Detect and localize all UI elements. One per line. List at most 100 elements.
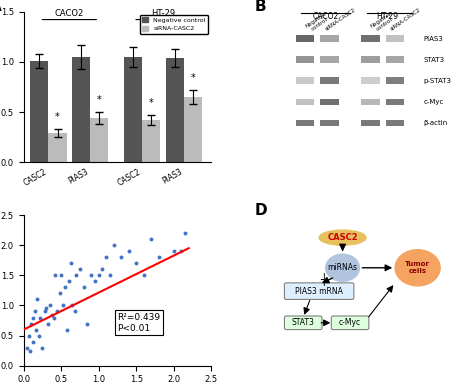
Point [25,333,33,339]
Point [67,260,75,266]
Point [65,278,73,285]
Text: B: B [255,0,266,15]
Bar [386,35,404,42]
Bar [296,99,314,105]
Point [76,266,84,272]
Point [140,272,147,278]
Point [177,248,185,254]
Text: *: * [55,112,60,122]
Text: PIAS3: PIAS3 [423,36,443,42]
Point [39,345,46,351]
Text: c-Myc: c-Myc [423,99,444,105]
Bar [48,133,67,162]
Text: *: * [97,95,101,105]
Bar [320,77,339,84]
Legend: Negative control, siRNA-CASC2: Negative control, siRNA-CASC2 [139,15,208,34]
Text: HT-29: HT-29 [151,8,175,18]
Point [48,311,56,318]
Bar [386,120,404,127]
Point [24,345,31,351]
Text: siRNA-CASC2: siRNA-CASC2 [324,7,356,32]
Bar [296,77,314,84]
Point [36,315,44,321]
Bar [296,35,314,42]
Circle shape [395,250,440,286]
Text: Negative
control: Negative control [304,10,331,33]
Point [99,266,106,272]
Text: p-STAT3: p-STAT3 [423,78,451,84]
Bar [386,77,404,84]
Bar [361,56,380,63]
Bar [320,35,339,42]
Point [84,320,91,326]
Point [95,272,102,278]
Text: HT-29: HT-29 [377,12,399,21]
FancyBboxPatch shape [284,316,322,330]
Bar [72,57,90,162]
Text: *: * [191,73,195,83]
Text: ┤: ┤ [320,273,327,286]
Bar [361,35,380,42]
Point [51,272,59,278]
Text: STAT3: STAT3 [423,57,445,63]
Text: CASC2: CASC2 [327,233,358,242]
Text: Tumor
cells: Tumor cells [405,261,430,274]
Text: miRNAs: miRNAs [328,263,357,272]
Text: CACO2: CACO2 [312,12,339,21]
Point [56,290,64,296]
Point [61,284,69,290]
Text: STAT3: STAT3 [292,318,315,327]
Point [91,278,99,285]
Bar [296,120,314,127]
Bar [320,99,339,105]
Point [170,248,178,254]
Text: β-actin: β-actin [423,120,447,126]
Point [42,305,50,311]
Bar [361,120,380,127]
Text: R²=0.439
P<0.01: R²=0.439 P<0.01 [118,313,161,333]
Point [54,308,61,315]
Point [41,308,48,315]
Text: PIAS3 mRNA: PIAS3 mRNA [295,287,343,296]
Point [71,308,79,315]
Point [80,284,88,290]
Text: *: * [149,98,154,108]
Bar [90,118,109,162]
Point [29,315,36,321]
Text: A: A [0,0,2,15]
Point [110,242,118,248]
Point [30,338,37,345]
Bar [320,56,339,63]
Point [27,320,35,326]
Point [46,302,54,308]
Point [102,254,110,260]
Point [155,254,163,260]
Bar [296,56,314,63]
Point [125,248,133,254]
Text: c-Myc: c-Myc [339,318,361,327]
Point [45,320,52,326]
Point [87,272,95,278]
Bar [386,56,404,63]
Bar [166,58,184,162]
Point [50,315,57,321]
Point [31,308,39,315]
Bar [30,61,48,162]
Point [181,230,189,236]
Point [26,348,34,354]
Point [118,254,125,260]
Point [59,302,66,308]
Text: CACO2: CACO2 [55,8,84,18]
Point [33,296,41,303]
Point [132,260,140,266]
Bar [386,99,404,105]
FancyBboxPatch shape [284,283,354,300]
Point [69,302,76,308]
Bar [124,57,142,162]
Point [73,272,80,278]
Bar [320,120,339,127]
Point [64,326,71,333]
FancyBboxPatch shape [331,316,369,330]
Text: siRNA-CASC2: siRNA-CASC2 [390,7,422,32]
Point [106,272,114,278]
